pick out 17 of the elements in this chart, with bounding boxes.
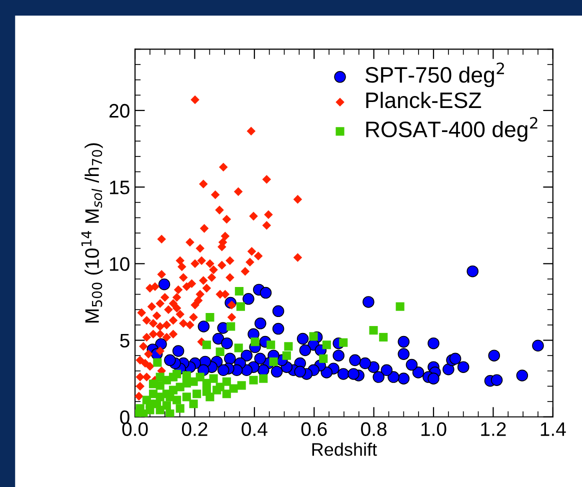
y-tick-label: 5 bbox=[120, 334, 130, 348]
legend-label: SPT-750 deg$^{2}$ bbox=[365, 62, 504, 88]
y-tick-label: 15 bbox=[110, 180, 130, 194]
x-tick-label: 0.6 bbox=[301, 422, 327, 436]
x-axis-title: Redshift bbox=[312, 442, 377, 456]
x-tick-label: 1.4 bbox=[540, 422, 566, 436]
x-tick-label: 0.0 bbox=[122, 422, 148, 436]
x-tick-label: 0.4 bbox=[242, 422, 268, 436]
text: M$_{500}$ (10$^{14}$ M$_{sol}$ /h$_{70}$) bbox=[81, 143, 103, 323]
x-tick-label: 1.0 bbox=[421, 422, 446, 436]
x-tick-label: 0.8 bbox=[361, 422, 386, 436]
y-tick-label: 20 bbox=[110, 104, 130, 118]
x-tick-label: 0.2 bbox=[182, 422, 208, 436]
legend-label: Planck-ESZ bbox=[366, 92, 482, 108]
y-tick-label: 10 bbox=[110, 257, 130, 271]
legend-label: ROSAT-400 deg$^{2}$ bbox=[366, 117, 538, 142]
x-tick-label: 1.2 bbox=[481, 422, 506, 436]
